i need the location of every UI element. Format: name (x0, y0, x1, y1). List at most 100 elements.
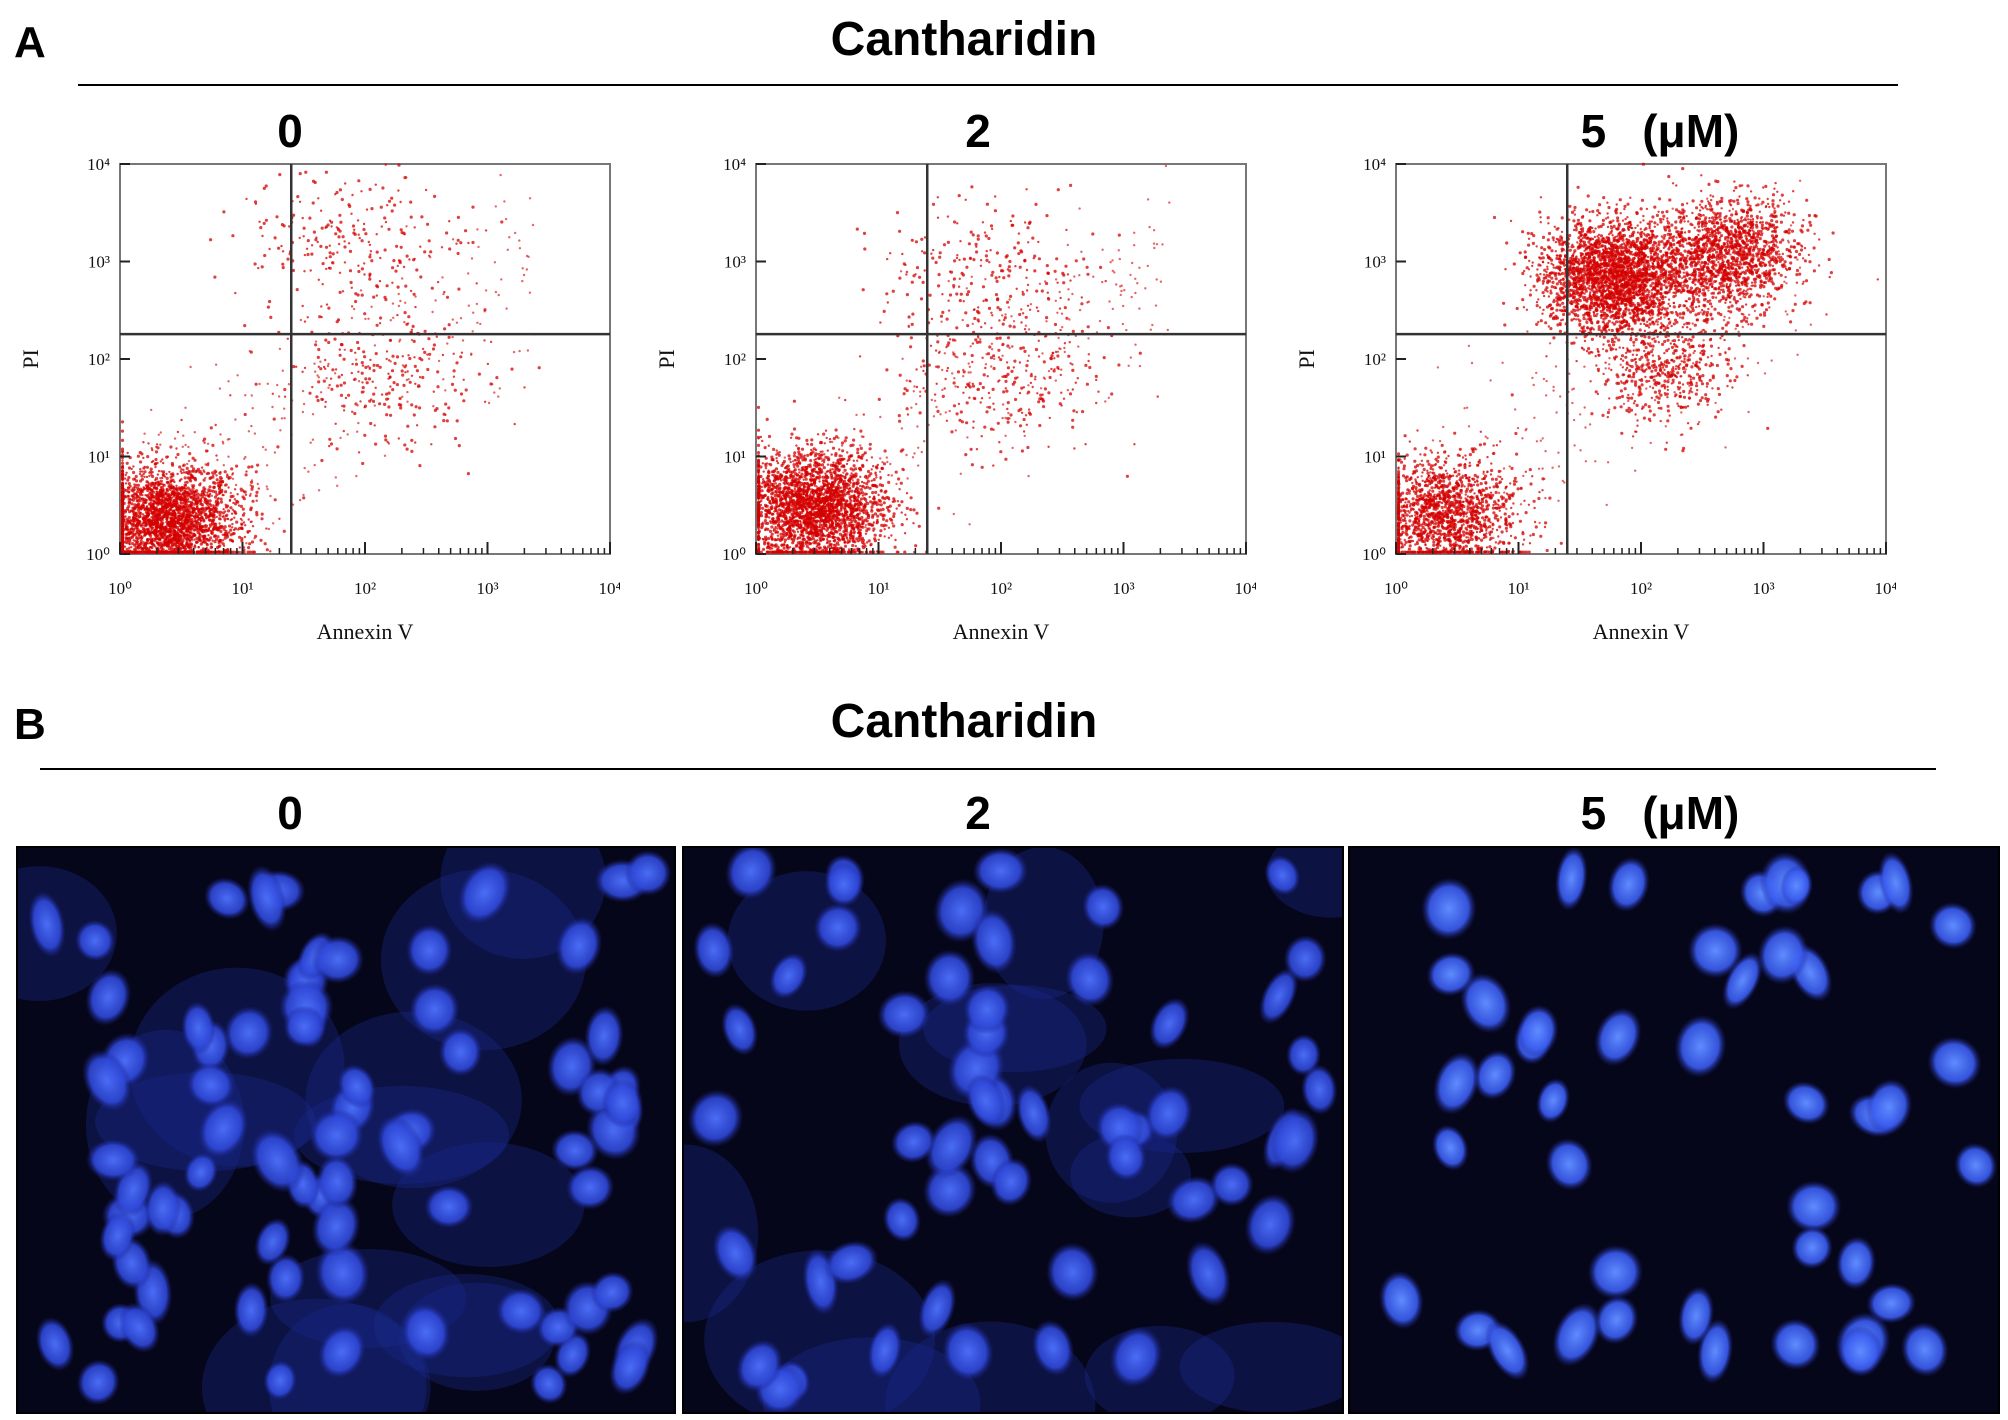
scatter-point (781, 509, 785, 514)
scatter-point (190, 484, 193, 487)
panel-a-rule (78, 84, 1898, 86)
scatter-point (464, 388, 468, 392)
scatter-point (880, 466, 884, 471)
scatter-point (184, 443, 187, 447)
scatter-point (150, 520, 153, 523)
scatter-point (385, 392, 389, 396)
scatter-point (489, 340, 493, 344)
scatter-point (142, 466, 146, 470)
scatter-point (139, 479, 143, 483)
scatter-point (173, 511, 177, 514)
scatter-point (793, 451, 797, 455)
scatter-point (136, 550, 140, 554)
scatter-point (191, 520, 194, 523)
scatter-point (324, 367, 327, 370)
scatter-point (897, 477, 901, 481)
scatter-point (268, 247, 271, 251)
scatter-point (190, 475, 194, 479)
scatter-point (369, 250, 373, 253)
scatter-point (400, 231, 404, 235)
scatter-point (443, 290, 446, 294)
scatter-point (144, 545, 148, 548)
scatter-point (136, 454, 140, 458)
scatter-point (172, 526, 175, 530)
scatter-point (221, 539, 225, 542)
scatter-point (829, 514, 833, 518)
scatter-point (198, 507, 202, 511)
scatter-point (281, 262, 285, 266)
scatter-point (126, 528, 130, 532)
scatter-point (334, 422, 337, 425)
scatter-point (845, 462, 849, 466)
scatter-point (142, 472, 145, 476)
scatter-point (208, 510, 212, 513)
scatter-point (387, 227, 391, 231)
scatter-point (152, 528, 156, 532)
scatter-point (149, 470, 153, 474)
scatter-point (206, 499, 210, 503)
scatter-point (217, 550, 222, 554)
scatter-point (800, 472, 804, 476)
scatter-point (121, 477, 124, 480)
scatter-point (139, 470, 142, 473)
scatter-point (201, 541, 204, 544)
scatter-point (343, 348, 346, 351)
scatter-point (219, 529, 223, 534)
scatter-point (150, 510, 153, 513)
scatter-point (347, 393, 351, 397)
scatter-point (226, 517, 229, 521)
scatter-point (201, 518, 206, 522)
scatter-point (124, 473, 127, 477)
scatter-point (152, 543, 156, 547)
scatter-point (231, 522, 234, 526)
scatter-point (873, 533, 877, 537)
scatter-point (179, 489, 183, 493)
scatter-point (786, 546, 790, 550)
scatter-point (874, 490, 878, 494)
scatter-point (227, 486, 230, 489)
scatter-point (218, 475, 223, 480)
scatter-point (121, 499, 124, 503)
scatter-point (134, 474, 138, 479)
scatter-point (811, 523, 815, 527)
scatter-point (291, 268, 295, 273)
scatter-point (892, 514, 896, 519)
scatter-point (219, 510, 223, 514)
scatter-point (144, 484, 148, 487)
scatter-point (204, 528, 207, 532)
scatter-point (424, 188, 428, 192)
scatter-point (120, 481, 125, 486)
scatter-point (198, 536, 202, 540)
scatter-point (363, 355, 367, 359)
scatter-point (871, 515, 875, 519)
scatter-point (161, 498, 164, 501)
scatter-point (200, 490, 204, 493)
scatter-point (314, 370, 317, 373)
scatter-point (121, 508, 124, 511)
scatter-point (150, 460, 154, 464)
scatter-point (834, 518, 839, 522)
scatter-point (378, 402, 382, 406)
scatter-point (189, 365, 192, 369)
scatter-point (221, 515, 224, 518)
scatter-point (153, 462, 157, 466)
scatter-point (181, 505, 185, 508)
scatter-point (166, 455, 170, 458)
scatter-point (342, 429, 345, 433)
scatter-point (872, 527, 876, 531)
scatter-point (223, 470, 227, 474)
scatter-point (287, 225, 291, 228)
scatter-point (384, 220, 388, 224)
scatter-point (871, 491, 875, 495)
scatter-point (269, 550, 272, 553)
scatter-point (208, 518, 212, 522)
scatter-point (335, 190, 339, 195)
scatter-point (142, 456, 145, 460)
scatter-point (401, 355, 404, 358)
scatter-point (879, 508, 883, 512)
scatter-point (215, 515, 218, 519)
scatter-point (303, 320, 307, 323)
scatter-point (253, 262, 257, 266)
scatter-point (867, 539, 871, 543)
